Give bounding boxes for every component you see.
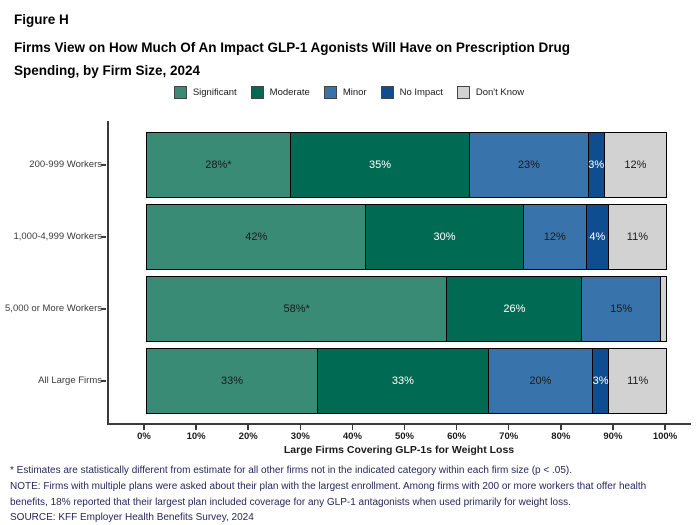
x-axis-tick	[403, 425, 406, 430]
x-axis-tick-label: 50%	[394, 431, 414, 442]
y-axis-label-5-000-or-more-workers: 5,000 or More Workers	[5, 303, 102, 314]
y-axis-tick	[101, 164, 106, 166]
bar-segment-value: 3%	[588, 159, 605, 171]
figure-title: Firms View on How Much Of An Impact GLP-…	[14, 36, 570, 82]
legend-swatch-moderate	[250, 86, 264, 99]
bar-segment-no-impact: 3%	[587, 133, 605, 197]
bar-segment-minor: 20%	[487, 349, 592, 413]
legend-item-no-impact: No Impact	[380, 86, 443, 99]
bar-segment-value: 42%	[245, 231, 268, 243]
bar-row-1-000-4-999-workers: 42% 30% 12% 4% 11%	[146, 204, 667, 270]
y-axis-label-200-999-workers: 200-999 Workers	[29, 159, 102, 170]
bar-row-5-000-or-more-workers: 58%* 26% 15%	[146, 276, 667, 342]
legend-label: Significant	[192, 87, 237, 98]
legend-label: Moderate	[269, 87, 310, 98]
bar-segment-moderate: 26%	[446, 277, 582, 341]
bar-segment-minor: 23%	[469, 133, 588, 197]
footnote-note: NOTE: Firms with multiple plans were ask…	[10, 480, 647, 508]
x-axis-tick-label: 10%	[186, 431, 206, 442]
x-axis-tick	[560, 425, 562, 430]
bar-segment-don-t-know: 11%	[608, 349, 667, 413]
bar-segment-value: 33%	[391, 375, 414, 387]
x-axis-tick	[455, 425, 458, 430]
bar-segment-significant: 42%	[147, 205, 366, 269]
bar-segment-minor: 12%	[522, 205, 586, 269]
bar-segment-significant: 28%*	[147, 133, 290, 197]
legend-label: Minor	[342, 87, 367, 98]
y-axis-label-1-000-4-999-workers: 1,000-4,999 Workers	[13, 231, 102, 242]
x-axis-tick-label: 20%	[238, 431, 258, 442]
x-axis-tick	[664, 425, 666, 430]
bar-row-all-large-firms: 33% 33% 20% 3% 11%	[146, 348, 667, 414]
bar-segment-value: 58%*	[283, 303, 310, 315]
bar-segment-value: 28%*	[205, 159, 232, 171]
x-axis-tick	[351, 425, 354, 430]
x-axis-tick	[612, 425, 614, 430]
bar-segment-value: 12%	[543, 231, 566, 243]
x-axis-tick-label: 60%	[447, 431, 467, 442]
bar-row-200-999-workers: 28%* 35% 23% 3% 12%	[146, 132, 667, 198]
legend-swatch-don-t-know	[456, 86, 470, 99]
y-axis-tick	[101, 308, 106, 310]
chart-legend: Significant Moderate Minor No Impact Don't K…	[0, 86, 698, 99]
y-axis-tick	[101, 236, 106, 238]
figure-title-line-1: Firms View on How Much Of An Impact GLP-…	[14, 40, 570, 55]
bar-segment-value: 3%	[592, 375, 609, 387]
bar-segment-no-impact: 3%	[591, 349, 609, 413]
bar-segment-moderate: 33%	[316, 349, 488, 413]
bar-segment-significant: 33%	[147, 349, 317, 413]
x-axis-tick-label: 70%	[499, 431, 519, 442]
x-axis-tick-label: 0%	[137, 431, 151, 442]
bar-segment-value: 12%	[624, 159, 647, 171]
x-axis-tick-label: 100%	[652, 431, 678, 442]
x-axis-title: Large Firms Covering GLP-1s for Weight L…	[283, 444, 515, 456]
x-axis-tick-label: 90%	[603, 431, 623, 442]
bar-segment-minor: 15%	[581, 277, 660, 341]
x-axis-tick	[299, 425, 302, 430]
bar-segment-value: 35%	[368, 159, 392, 171]
bar-segment-moderate: 35%	[289, 133, 470, 197]
bar-segment-value: 15%	[610, 303, 633, 315]
x-axis-tick	[143, 425, 145, 430]
plot-area: 28%* 35% 23% 3% 12% 42% 30% 12% 4% 11% 58%* 26% 15% 3…	[107, 121, 691, 425]
x-axis-tick	[247, 425, 249, 430]
x-axis-tick-label: 30%	[290, 431, 310, 442]
figure-title-line-2: Spending, by Firm Size, 2024	[14, 63, 201, 78]
bar-segment-don-t-know	[659, 277, 666, 341]
legend-item-minor: Minor	[323, 86, 367, 99]
x-axis-tick	[507, 425, 510, 430]
bar-segment-value: 26%	[503, 303, 526, 315]
bar-segment-value: 11%	[627, 375, 649, 387]
figure-label: Figure H	[14, 12, 69, 27]
legend-item-moderate: Moderate	[250, 86, 310, 99]
legend-item-significant: Significant	[173, 86, 237, 99]
bar-segment-value: 33%	[220, 375, 243, 387]
legend-item-don-t-know: Don't Know	[456, 86, 525, 99]
x-axis-tick-label: 80%	[551, 431, 571, 442]
x-axis-tick-label: 40%	[342, 431, 362, 442]
bar-segment-don-t-know: 11%	[607, 205, 666, 269]
bar-segment-value: 11%	[626, 231, 648, 243]
footnote-significance: * Estimates are statistically different …	[10, 465, 572, 476]
legend-swatch-significant	[173, 86, 187, 99]
legend-swatch-no-impact	[380, 86, 394, 99]
bar-segment-don-t-know: 12%	[603, 133, 666, 197]
bar-segment-moderate: 30%	[365, 205, 523, 269]
legend-label: No Impact	[399, 87, 443, 98]
bar-segment-value: 30%	[433, 231, 456, 243]
y-axis-label-all-large-firms: All Large Firms	[38, 375, 102, 386]
footnote-source: SOURCE: KFF Employer Health Benefits Sur…	[10, 512, 254, 524]
x-axis-tick	[195, 425, 197, 430]
bar-segment-value: 23%	[517, 159, 540, 171]
bar-segment-significant: 58%*	[147, 277, 447, 341]
legend-label: Don't Know	[475, 87, 525, 98]
legend-swatch-minor	[323, 86, 337, 99]
footnotes: * Estimates are statistically different …	[10, 463, 660, 525]
bar-segment-no-impact: 4%	[585, 205, 608, 269]
bar-segment-value: 4%	[589, 231, 606, 243]
y-axis-tick	[101, 380, 106, 382]
bar-segment-value: 20%	[529, 375, 552, 387]
